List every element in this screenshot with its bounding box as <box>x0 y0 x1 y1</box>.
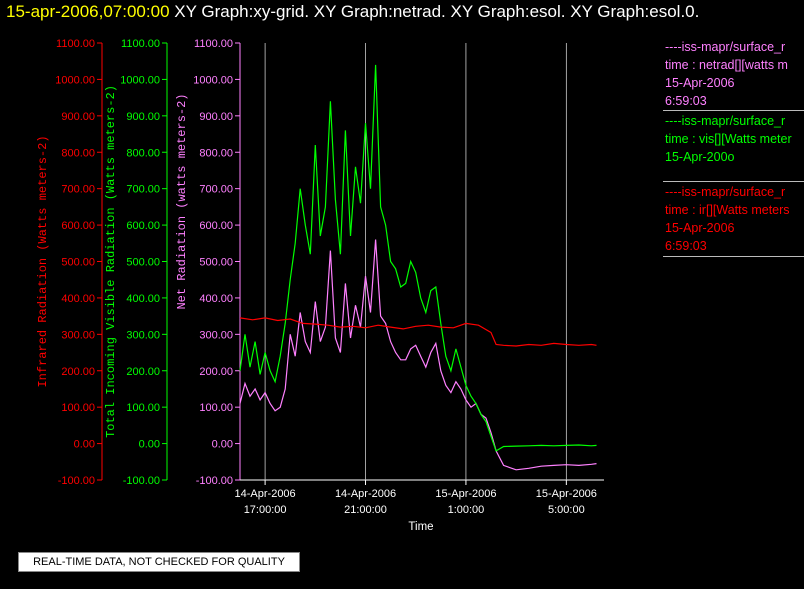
y-tick-label-2-0: -100.00 <box>196 475 233 487</box>
legend-line-1-2: 15-Apr-200o <box>665 150 735 164</box>
legend-line-0-3: 6:59:03 <box>665 94 707 108</box>
legend-line-2-1: time : ir[][Watts meters <box>665 203 790 217</box>
y-tick-label-2-2: 100.00 <box>199 402 233 414</box>
y-tick-label-1-10: 900.00 <box>126 111 160 123</box>
x-tick-time-2: 1:00:00 <box>448 504 485 516</box>
title-datetime: 15-apr-2006,07:00:00 <box>6 2 170 21</box>
title-bar: 15-apr-2006,07:00:00 XY Graph:xy-grid. X… <box>6 2 699 22</box>
y-tick-label-0-2: 100.00 <box>61 402 95 414</box>
legend-line-2-2: 15-Apr-2006 <box>665 221 735 235</box>
y-tick-label-0-4: 300.00 <box>61 329 95 341</box>
y-tick-label-2-9: 800.00 <box>199 147 233 159</box>
legend-line-1-0: ----iss-mapr/surface_r <box>665 114 786 128</box>
legend-separator-2 <box>663 256 804 257</box>
y-tick-label-1-11: 1000.00 <box>120 74 160 86</box>
x-tick-time-0: 17:00:00 <box>244 504 287 516</box>
y-tick-label-0-6: 500.00 <box>61 257 95 269</box>
y-axis-label-1: Total Incoming Visible Radiation (Watts … <box>104 85 118 438</box>
y-tick-label-1-7: 600.00 <box>126 220 160 232</box>
legend-line-0-2: 15-Apr-2006 <box>665 76 735 90</box>
y-tick-label-1-5: 400.00 <box>126 293 160 305</box>
y-tick-label-2-12: 1100.00 <box>194 38 233 50</box>
y-axis-label-0: Infrared Radiation (Watts meters-2) <box>36 135 50 387</box>
y-tick-label-1-3: 200.00 <box>126 366 160 378</box>
axes-layer: -100.00 0.00 100.00 200.00 300.00 400.00 500.0… <box>36 38 604 533</box>
x-tick-date-3: 15-Apr-2006 <box>536 488 597 500</box>
y-axis-label-2: Net Radiation (watts meters-2) <box>175 93 189 309</box>
legend-separator-1 <box>663 181 804 182</box>
y-tick-label-0-3: 200.00 <box>61 366 95 378</box>
y-tick-label-1-8: 700.00 <box>126 184 160 196</box>
grid-layer <box>264 43 567 480</box>
legend-line-0-0: ----iss-mapr/surface_r <box>665 40 786 54</box>
y-tick-label-0-1: 0.00 <box>74 439 95 451</box>
x-axis-label: Time <box>408 521 433 533</box>
y-tick-label-2-1: 0.00 <box>212 439 233 451</box>
title-graphs: XY Graph:xy-grid. XY Graph:netrad. XY Gr… <box>174 2 700 21</box>
series-line-netrad <box>239 239 597 471</box>
y-tick-label-0-9: 800.00 <box>61 147 95 159</box>
y-tick-label-0-0: -100.00 <box>58 475 95 487</box>
y-tick-label-2-4: 300.00 <box>199 329 233 341</box>
series-line-ir <box>239 317 597 347</box>
series-line-vis <box>239 64 597 452</box>
y-tick-label-2-10: 900.00 <box>199 111 233 123</box>
y-tick-label-0-7: 600.00 <box>61 220 95 232</box>
x-tick-date-0: 14-Apr-2006 <box>235 488 296 500</box>
y-tick-label-0-12: 1100.00 <box>56 38 95 50</box>
x-tick-date-1: 14-Apr-2006 <box>335 488 396 500</box>
x-tick-time-3: 5:00:00 <box>548 504 585 516</box>
y-tick-label-1-0: -100.00 <box>123 475 160 487</box>
y-tick-label-1-2: 100.00 <box>126 402 160 414</box>
y-tick-label-2-11: 1000.00 <box>193 74 233 86</box>
y-tick-label-1-4: 300.00 <box>126 329 160 341</box>
y-tick-label-2-7: 600.00 <box>199 220 233 232</box>
y-tick-label-2-6: 500.00 <box>199 257 233 269</box>
y-tick-label-0-10: 900.00 <box>61 111 95 123</box>
legend-line-0-1: time : netrad[][watts m <box>665 58 788 72</box>
legend-separator-0 <box>663 110 804 111</box>
y-tick-label-1-1: 0.00 <box>139 439 160 451</box>
y-tick-label-2-5: 400.00 <box>199 293 233 305</box>
y-tick-label-1-12: 1100.00 <box>121 38 160 50</box>
legend-line-2-0: ----iss-mapr/surface_r <box>665 185 786 199</box>
quality-note: REAL-TIME DATA, NOT CHECKED FOR QUALITY <box>18 552 300 572</box>
y-tick-label-2-8: 700.00 <box>199 184 233 196</box>
x-tick-time-1: 21:00:00 <box>344 504 387 516</box>
y-tick-label-0-5: 400.00 <box>61 293 95 305</box>
y-tick-label-0-8: 700.00 <box>61 184 95 196</box>
y-tick-label-1-9: 800.00 <box>126 147 160 159</box>
legend-line-2-3: 6:59:03 <box>665 239 707 253</box>
legend-line-1-1: time : vis[][Watts meter <box>665 132 792 146</box>
y-tick-label-2-3: 200.00 <box>199 366 233 378</box>
y-tick-label-0-11: 1000.00 <box>55 74 95 86</box>
series-layer <box>239 64 597 471</box>
x-tick-date-2: 15-Apr-2006 <box>435 488 496 500</box>
y-tick-label-1-6: 500.00 <box>126 257 160 269</box>
